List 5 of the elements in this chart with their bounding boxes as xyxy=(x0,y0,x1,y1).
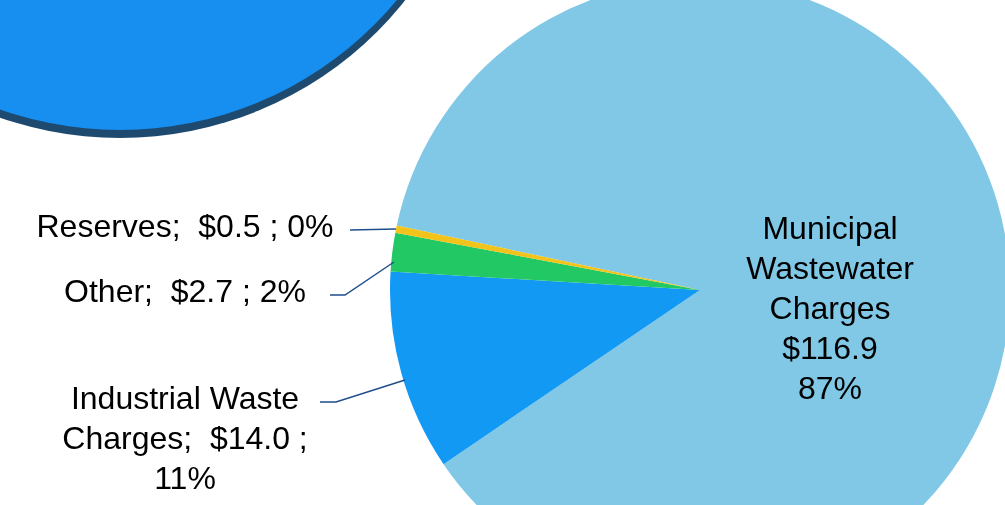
slice-label: Other; $2.7 ; 2% xyxy=(64,272,306,309)
slice-label: Reserves; $0.5 ; 0% xyxy=(36,207,334,244)
slice-label: Municipal Wastewater Charges xyxy=(746,209,915,326)
slice-label: Industrial Waste Charges; $14.0 ; 11% xyxy=(62,379,308,496)
data-label: $116.9 87% xyxy=(782,329,878,406)
